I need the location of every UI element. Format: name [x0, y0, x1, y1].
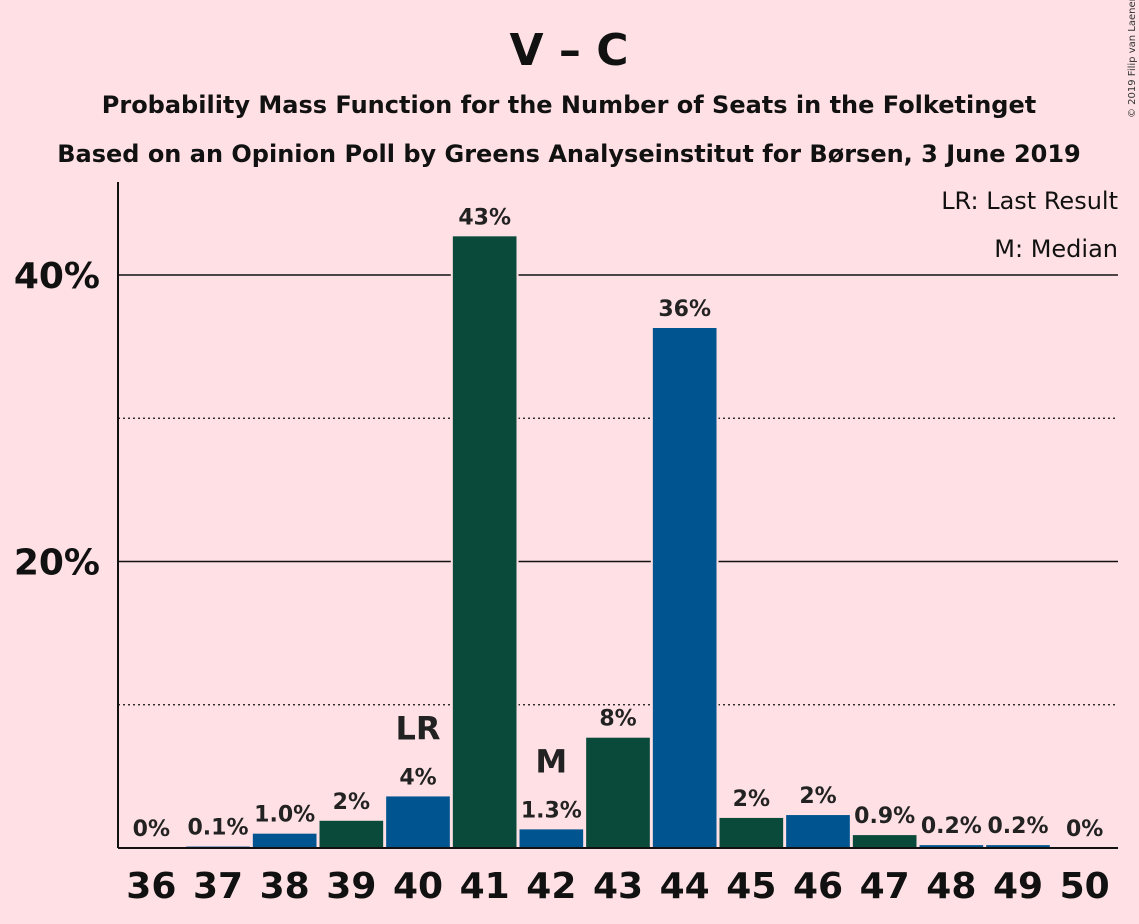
x-tick-label: 46 [793, 866, 843, 907]
x-tick-label: 50 [1060, 866, 1110, 907]
chart-title: V – C [510, 25, 629, 76]
bar-value-label: 36% [658, 297, 711, 322]
x-tick-label: 45 [726, 866, 776, 907]
bar-value-label: 8% [599, 707, 636, 732]
bar-value-label: 1.0% [254, 803, 315, 828]
y-axis-ticks: 20% 40% [14, 256, 100, 584]
bar-42 [519, 829, 584, 848]
copyright-text: © 2019 Filip van Laenen [1127, 0, 1138, 118]
markers: LR M [395, 709, 567, 780]
bar-value-label: 0.1% [187, 816, 248, 841]
bar-value-label: 2% [799, 784, 836, 809]
x-tick-label: 44 [660, 866, 710, 907]
y-tick-label: 20% [14, 543, 100, 584]
bar-value-label: 2% [333, 790, 370, 815]
x-tick-label: 41 [460, 866, 510, 907]
bar-value-label: 1.3% [521, 798, 582, 823]
bar-value-label: 0.2% [987, 814, 1048, 839]
x-axis-ticks: 36 37 38 39 40 41 42 43 44 45 46 47 48 49 50 [126, 866, 1109, 907]
bar-45 [719, 817, 784, 848]
x-tick-label: 38 [260, 866, 310, 907]
bar-value-label: 0.2% [921, 814, 982, 839]
bars [186, 234, 1050, 848]
marker-lr: LR [395, 709, 440, 747]
y-tick-label: 40% [14, 256, 100, 297]
x-tick-label: 42 [526, 866, 576, 907]
bar-49 [986, 845, 1050, 848]
x-tick-label: 48 [926, 866, 976, 907]
chart-subtitle-2: Based on an Opinion Poll by Greens Analy… [57, 140, 1081, 168]
x-tick-label: 36 [126, 866, 176, 907]
bar-43 [586, 737, 650, 848]
bar-47 [852, 835, 917, 848]
bar-38 [252, 833, 317, 848]
legend-last-result: LR: Last Result [941, 187, 1118, 215]
bar-value-label: 0% [133, 817, 170, 842]
x-tick-label: 47 [860, 866, 910, 907]
bar-value-label: 2% [733, 787, 770, 812]
bar-value-label: 0% [1066, 817, 1103, 842]
chart-subtitle: Probability Mass Function for the Number… [102, 91, 1036, 119]
bar-39 [319, 820, 384, 848]
bar-value-label: 43% [458, 205, 511, 230]
x-tick-label: 40 [393, 866, 443, 907]
x-tick-label: 39 [326, 866, 376, 907]
bar-value-label: 0.9% [854, 804, 915, 829]
bar-44 [652, 328, 717, 848]
legend-median: M: Median [994, 235, 1118, 263]
bar-labels: 0% 0.1%1.0%2%4%43%1.3%8%36%2% 2%0.9% 0.2% 0.… [133, 205, 1104, 842]
bar-46 [786, 815, 850, 848]
gridlines [118, 274, 1118, 706]
bar-48 [919, 845, 984, 848]
marker-m: M [535, 742, 567, 780]
x-tick-label: 43 [593, 866, 643, 907]
x-tick-label: 49 [993, 866, 1043, 907]
bar-value-label: 4% [399, 765, 436, 790]
x-tick-label: 37 [193, 866, 243, 907]
bar-40 [386, 796, 450, 848]
bar-41 [452, 236, 517, 848]
